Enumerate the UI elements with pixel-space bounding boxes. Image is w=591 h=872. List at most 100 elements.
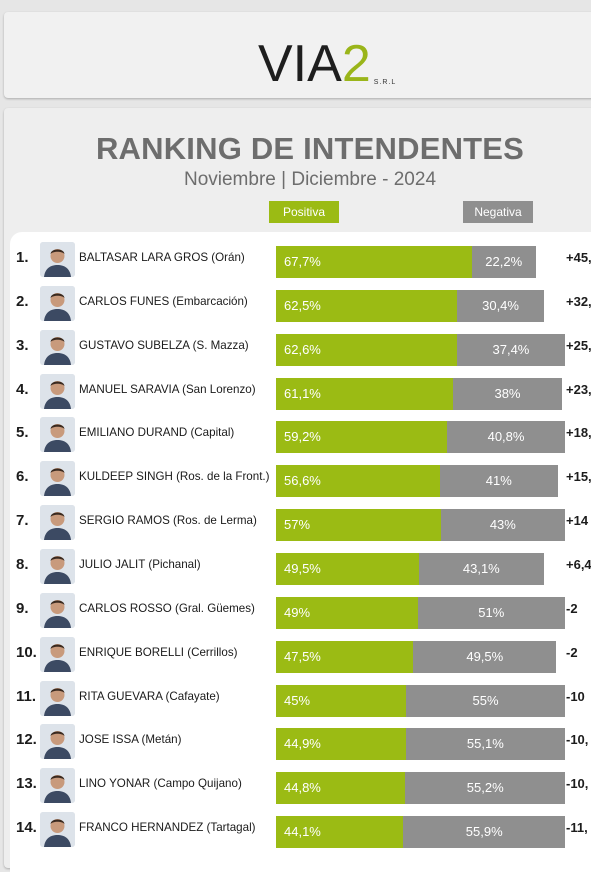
avatar (40, 285, 75, 321)
positive-bar: 44,8% (276, 772, 406, 805)
mayor-name: EMILIANO DURAND (Capital) (79, 426, 235, 440)
mayor-name: JULIO JALIT (Pichanal) (79, 557, 201, 571)
mayor-name: ENRIQUE BORELLI (Cerrillos) (79, 645, 238, 659)
logo-suffix-text: S.R.L (373, 79, 397, 86)
positive-bar: 61,1% (276, 377, 453, 410)
ranking-row: 3. GUSTAVO SUBELZA (S. Mazza) 62,6% 37,4% +2… (0, 324, 591, 368)
mayor-name: RITA GUEVARA (Cafayate) (79, 689, 220, 703)
avatar (40, 768, 75, 804)
ranking-row: 8. JULIO JALIT (Pichanal) 49,5% 43,1% +6,4 (0, 543, 591, 587)
via2-logo: VIA 2 S.R.L (258, 34, 396, 90)
avatar (40, 724, 75, 760)
avatar (40, 680, 75, 716)
chart-subtitle: Noviembre | Diciembre - 2024 (183, 169, 437, 190)
negative-bar: 55,9% (403, 816, 565, 849)
difference-label: +23, (566, 381, 591, 397)
logo-main-text: VIA (258, 35, 342, 93)
ranking-row: 5. EMILIANO DURAND (Capital) 59,2% 40,8% +18… (0, 411, 591, 455)
ranking-row: 1. BALTASAR LARA GROS (Orán) 67,7% 22,2% +45… (0, 236, 591, 280)
negative-bar: 55,2% (405, 772, 565, 805)
negative-bar: 38% (452, 377, 563, 410)
difference-label: +18, (566, 425, 591, 441)
avatar (40, 417, 75, 453)
positive-bar: 59,2% (276, 421, 448, 454)
ranking-row: 9. CARLOS ROSSO (Gral. Güemes) 49% 51% -2 (0, 587, 591, 631)
avatar (40, 373, 75, 409)
rank-number: 2. (16, 292, 29, 310)
difference-label: +15, (566, 469, 591, 485)
difference-label: +25, (566, 337, 591, 353)
difference-label: +6,4 (566, 556, 591, 572)
mayor-name: JOSE ISSA (Metán) (79, 733, 182, 747)
difference-label: -11, (566, 820, 588, 836)
ranking-row: 4. MANUEL SARAVIA (San Lorenzo) 61,1% 38% +2… (0, 368, 591, 412)
positive-bar: 57% (276, 509, 441, 542)
positive-bar: 44,1% (276, 816, 404, 849)
mayor-name: SERGIO RAMOS (Ros. de Lerma) (79, 514, 257, 528)
avatar (40, 812, 75, 848)
difference-label: +45, (566, 250, 591, 265)
positive-bar: 56,6% (276, 465, 440, 498)
rank-number: 11. (16, 687, 37, 705)
negative-bar: 22,2% (471, 246, 536, 278)
positive-bar: 49,5% (276, 552, 420, 585)
rank-number: 1. (16, 249, 29, 266)
mayor-name: MANUEL SARAVIA (San Lorenzo) (79, 382, 256, 396)
negative-bar: 41% (439, 465, 559, 498)
positive-bar: 45% (276, 684, 407, 717)
ranking-row: 11. RITA GUEVARA (Cafayate) 45% 55% -10 (0, 675, 591, 719)
positive-bar: 47,5% (276, 640, 414, 673)
mayor-name: KULDEEP SINGH (Ros. de la Front.) (79, 470, 270, 484)
ranking-row: 13. LINO YONAR (Campo Quijano) 44,8% 55,2% -… (0, 762, 591, 806)
ranking-row: 2. CARLOS FUNES (Embarcación) 62,5% 30,4% +3… (0, 280, 591, 324)
ranking-row: 14. FRANCO HERNANDEZ (Tartagal) 44,1% 55,9%… (0, 806, 591, 850)
avatar (40, 505, 75, 541)
negative-bar: 51% (417, 596, 565, 629)
difference-label: -2 (566, 600, 578, 616)
legend-negative: Negativa (463, 201, 533, 223)
negative-bar: 55% (406, 684, 565, 717)
rank-number: 8. (16, 555, 29, 573)
logo-accent-text: 2 (341, 35, 371, 93)
logo-card: VIA 2 S.R.L (4, 12, 591, 98)
negative-bar: 40,8% (447, 421, 565, 454)
positive-bar: 62,5% (276, 289, 457, 322)
negative-bar: 55,1% (405, 728, 565, 761)
positive-bar: 62,6% (276, 333, 457, 366)
avatar (40, 242, 75, 277)
difference-label: +32, (566, 293, 591, 309)
rank-number: 4. (16, 380, 29, 398)
ranking-row: 7. SERGIO RAMOS (Ros. de Lerma) 57% 43% +14 (0, 499, 591, 543)
legend-positive: Positiva (269, 201, 339, 223)
positive-bar: 44,9% (276, 728, 406, 761)
negative-bar: 43% (440, 509, 565, 542)
avatar (40, 592, 75, 628)
avatar (40, 548, 75, 584)
rank-number: 6. (16, 468, 29, 486)
mayor-name: BALTASAR LARA GROS (Orán) (79, 251, 245, 264)
positive-bar: 67,7% (276, 246, 472, 278)
rank-number: 12. (16, 731, 37, 749)
mayor-name: CARLOS FUNES (Embarcación) (79, 294, 248, 308)
negative-bar: 49,5% (413, 640, 557, 673)
ranking-row: 10. ENRIQUE BORELLI (Cerrillos) 47,5% 49,5%… (0, 631, 591, 675)
difference-label: +14 (566, 513, 589, 529)
avatar (40, 636, 75, 672)
rank-number: 7. (16, 512, 29, 530)
mayor-name: FRANCO HERNANDEZ (Tartagal) (79, 821, 256, 835)
difference-label: -10 (566, 688, 585, 704)
positive-bar: 49% (276, 596, 418, 629)
negative-bar: 37,4% (456, 333, 565, 366)
negative-bar: 43,1% (419, 552, 544, 585)
difference-label: -2 (566, 644, 578, 660)
ranking-row: 6. KULDEEP SINGH (Ros. de la Front.) 56,6%… (0, 455, 591, 499)
rank-number: 5. (16, 424, 29, 442)
difference-label: -10, (566, 776, 589, 792)
difference-label: -10, (566, 732, 589, 748)
negative-bar: 30,4% (456, 289, 545, 322)
rank-number: 13. (16, 775, 37, 793)
avatar (40, 461, 75, 497)
rank-number: 9. (16, 599, 29, 617)
chart-title: RANKING DE INTENDENTES (95, 131, 525, 166)
rank-number: 14. (16, 819, 37, 837)
